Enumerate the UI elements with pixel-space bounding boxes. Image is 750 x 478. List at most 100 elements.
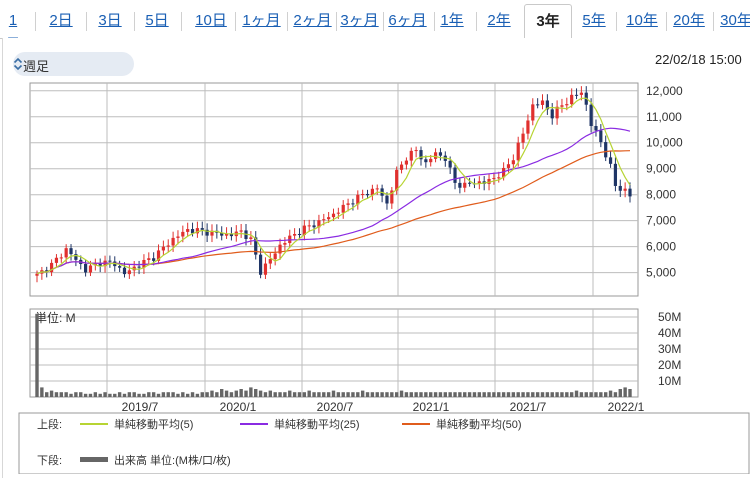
- price-tick-label: 11,000: [646, 110, 682, 124]
- volume-bar: [137, 393, 141, 397]
- candle-body: [254, 237, 258, 255]
- volume-bar: [117, 392, 122, 397]
- tab-period-4[interactable]: 10日: [195, 12, 227, 29]
- volume-bar: [463, 392, 467, 397]
- volume-bar: [370, 392, 375, 397]
- volume-bar: [521, 392, 525, 397]
- volume-bar: [380, 392, 384, 397]
- candle-body: [317, 220, 321, 228]
- volume-bar: [356, 392, 360, 397]
- volume-bar: [360, 390, 365, 397]
- volume-bar: [64, 392, 68, 397]
- volume-bar: [331, 390, 336, 397]
- price-tick-label: 9,000: [646, 162, 676, 176]
- volume-bar: [390, 392, 394, 397]
- tab-period-3[interactable]: 5日: [145, 12, 169, 29]
- tab-period-5[interactable]: 1ヶ月: [242, 12, 281, 29]
- volume-bar: [414, 392, 418, 397]
- candle-body: [565, 104, 569, 106]
- candle-body: [307, 225, 311, 227]
- volume-bar: [258, 390, 263, 397]
- volume-bar: [239, 389, 243, 397]
- volume-bar: [229, 392, 234, 397]
- tab-period-8[interactable]: 6ヶ月: [388, 12, 427, 29]
- volume-bar: [565, 392, 569, 397]
- candle-body: [331, 213, 336, 218]
- legend-volume-label: 出来高 単位:(M株/口/枚): [114, 453, 231, 467]
- tab-period-13[interactable]: 10年: [626, 12, 658, 29]
- candle-body: [375, 188, 379, 190]
- candle-body: [346, 203, 350, 205]
- volume-bar: [54, 392, 59, 397]
- volume-bar: [132, 392, 136, 397]
- candle-body: [302, 225, 306, 236]
- volume-bar: [127, 392, 132, 397]
- price-tick-label: 8,000: [646, 188, 676, 202]
- candle-body: [351, 203, 355, 205]
- candle-body: [181, 231, 185, 237]
- legend-item-label: 単純移動平均(50): [436, 417, 522, 431]
- ma5-line: [36, 97, 631, 275]
- candle-body: [356, 194, 360, 205]
- volume-bar: [49, 390, 54, 397]
- volume-bar: [555, 392, 559, 397]
- volume-bar: [394, 392, 399, 397]
- period-tab-bar: 1日2日3日5日10日1ヶ月2ヶ月3ヶ月6ヶ月1年2年3年5年10年20年30年: [0, 0, 750, 53]
- candle-body: [608, 157, 613, 164]
- tab-period-14[interactable]: 20年: [673, 12, 705, 29]
- tab-period-15[interactable]: 30年: [720, 12, 750, 29]
- tab-period-7[interactable]: 3ヶ月: [340, 12, 379, 29]
- period-select[interactable]: 週足: [13, 52, 134, 76]
- volume-bar: [375, 392, 379, 397]
- volume-bar: [579, 392, 584, 397]
- volume-bar: [404, 392, 409, 397]
- candle-body: [404, 160, 409, 165]
- volume-bar: [74, 392, 78, 397]
- candle-body: [550, 109, 554, 119]
- legend-lower-label: 下段:: [37, 453, 62, 467]
- volume-bar: [302, 392, 307, 397]
- legend-item-label: 単純移動平均(5): [114, 417, 193, 431]
- candle-body: [229, 233, 234, 237]
- volume-bar: [443, 392, 447, 397]
- volume-bar: [603, 392, 608, 397]
- volume-unit-label: 単位: M: [35, 310, 76, 325]
- volume-bar: [113, 393, 117, 397]
- candle-body: [224, 233, 229, 236]
- candle-body: [336, 212, 340, 214]
- tab-separator: [86, 12, 87, 31]
- volume-bar: [273, 392, 277, 397]
- timestamp: 22/02/18 15:00: [655, 52, 742, 67]
- volume-bar: [93, 392, 98, 397]
- volume-bar: [399, 390, 404, 397]
- candle-body: [506, 164, 511, 168]
- tab-separator: [35, 12, 36, 31]
- volume-bar: [161, 392, 166, 397]
- tab-period-1[interactable]: 2日: [49, 12, 73, 29]
- tab-period-6[interactable]: 2ヶ月: [293, 12, 332, 29]
- tab-separator: [235, 12, 236, 31]
- tab-period-2[interactable]: 3日: [98, 12, 122, 29]
- time-tick-label: 2020/1: [220, 400, 257, 414]
- volume-bar: [346, 392, 350, 397]
- volume-bar: [526, 392, 530, 397]
- candle-body: [390, 190, 394, 204]
- candle-body: [341, 204, 345, 213]
- volume-bar: [195, 393, 200, 397]
- candle-body: [195, 228, 200, 234]
- volume-bar: [83, 393, 88, 397]
- volume-bar: [156, 393, 161, 397]
- candle-body: [487, 178, 491, 184]
- volume-bar: [467, 392, 472, 397]
- volume-bar: [506, 392, 511, 397]
- tab-period-12[interactable]: 5年: [582, 12, 606, 29]
- tab-period-9[interactable]: 1年: [440, 12, 464, 29]
- volume-plot-frame: [29, 308, 639, 398]
- volume-bar: [501, 392, 506, 397]
- tab-separator: [665, 12, 667, 31]
- volume-bar: [283, 392, 287, 397]
- volume-bar: [292, 392, 297, 397]
- candle-body: [171, 237, 175, 246]
- tab-period-10[interactable]: 2年: [487, 12, 511, 29]
- candle-body: [297, 233, 302, 236]
